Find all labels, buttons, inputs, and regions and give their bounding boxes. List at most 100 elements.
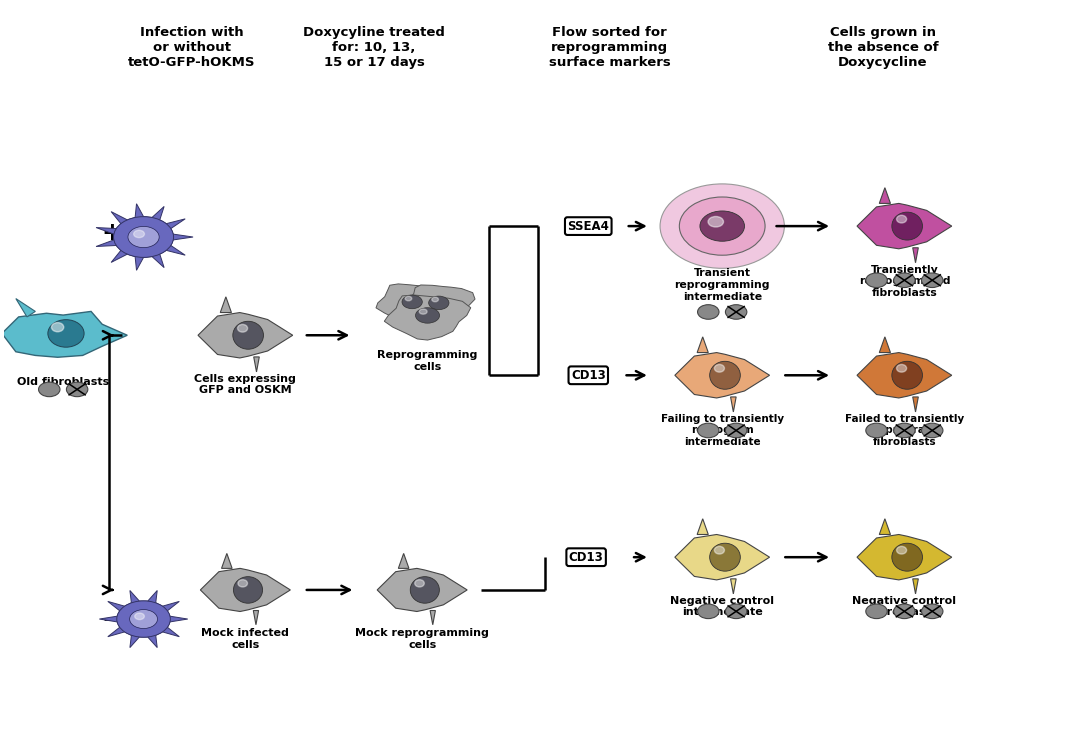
Ellipse shape xyxy=(233,322,264,349)
Polygon shape xyxy=(403,285,475,325)
Polygon shape xyxy=(858,353,951,398)
Circle shape xyxy=(866,604,888,619)
Circle shape xyxy=(113,216,174,258)
Ellipse shape xyxy=(892,361,922,389)
Circle shape xyxy=(893,604,915,619)
Polygon shape xyxy=(96,204,193,270)
Ellipse shape xyxy=(415,580,424,587)
Polygon shape xyxy=(730,397,737,412)
Polygon shape xyxy=(675,534,770,580)
Circle shape xyxy=(135,613,145,620)
Text: Mock reprogramming
cells: Mock reprogramming cells xyxy=(355,629,489,650)
Ellipse shape xyxy=(710,361,740,389)
Text: +: + xyxy=(100,222,122,245)
Ellipse shape xyxy=(402,295,422,308)
Text: Transient
reprogramming
intermediate: Transient reprogramming intermediate xyxy=(675,269,770,302)
Polygon shape xyxy=(858,203,951,249)
Text: Doxycyline treated
for: 10, 13,
15 or 17 days: Doxycyline treated for: 10, 13, 15 or 17… xyxy=(303,26,445,69)
Circle shape xyxy=(39,382,60,397)
Ellipse shape xyxy=(405,297,411,301)
Text: Failing to transiently
reprogram
intermediate: Failing to transiently reprogram interme… xyxy=(661,414,784,447)
Text: CD13: CD13 xyxy=(571,369,606,382)
Ellipse shape xyxy=(238,325,247,332)
Polygon shape xyxy=(730,578,737,594)
Text: Reprogramming
cells: Reprogramming cells xyxy=(377,350,477,372)
Polygon shape xyxy=(198,313,293,358)
Ellipse shape xyxy=(238,580,247,587)
Ellipse shape xyxy=(429,296,449,310)
Polygon shape xyxy=(697,337,708,353)
Circle shape xyxy=(708,216,724,227)
Polygon shape xyxy=(913,248,918,263)
Text: Infection with
or without
tetO-GFP-hOKMS: Infection with or without tetO-GFP-hOKMS xyxy=(129,26,256,69)
Polygon shape xyxy=(221,553,232,568)
Polygon shape xyxy=(879,519,890,534)
Polygon shape xyxy=(201,568,291,612)
Text: CD13: CD13 xyxy=(569,551,604,564)
Circle shape xyxy=(921,273,943,288)
Ellipse shape xyxy=(896,215,906,223)
Ellipse shape xyxy=(233,577,262,604)
Ellipse shape xyxy=(896,546,906,554)
Ellipse shape xyxy=(892,543,922,571)
Circle shape xyxy=(866,423,888,438)
Circle shape xyxy=(893,273,915,288)
Polygon shape xyxy=(697,519,708,534)
Ellipse shape xyxy=(714,546,725,554)
Text: Cells expressing
GFP and OSKM: Cells expressing GFP and OSKM xyxy=(194,374,296,395)
Polygon shape xyxy=(384,295,471,340)
Circle shape xyxy=(726,305,747,319)
Polygon shape xyxy=(254,357,259,372)
Circle shape xyxy=(921,604,943,619)
Polygon shape xyxy=(376,284,448,323)
Text: Cells grown in
the absence of
Doxycycline: Cells grown in the absence of Doxycyclin… xyxy=(827,26,939,69)
Polygon shape xyxy=(2,311,127,357)
Polygon shape xyxy=(220,297,231,313)
Ellipse shape xyxy=(710,543,740,571)
Text: Failed to transiently
reprogram
fibroblasts: Failed to transiently reprogram fibrobla… xyxy=(845,414,964,447)
Ellipse shape xyxy=(416,308,440,323)
Ellipse shape xyxy=(419,309,427,314)
Polygon shape xyxy=(99,590,188,648)
Circle shape xyxy=(130,609,158,629)
Polygon shape xyxy=(16,299,36,317)
Text: SSEA4: SSEA4 xyxy=(567,219,609,233)
Circle shape xyxy=(679,197,765,255)
Text: Flow sorted for
reprogramming
surface markers: Flow sorted for reprogramming surface ma… xyxy=(549,26,671,69)
Circle shape xyxy=(698,604,719,619)
Ellipse shape xyxy=(52,322,64,332)
Circle shape xyxy=(66,382,87,397)
Polygon shape xyxy=(399,553,409,568)
Polygon shape xyxy=(675,353,770,398)
Circle shape xyxy=(700,211,744,241)
Ellipse shape xyxy=(432,297,438,302)
Circle shape xyxy=(866,273,888,288)
Circle shape xyxy=(660,184,784,269)
Text: Old fibroblasts: Old fibroblasts xyxy=(17,377,109,387)
Circle shape xyxy=(698,423,719,438)
Polygon shape xyxy=(377,568,468,612)
Text: Negative control
fibroblasts: Negative control fibroblasts xyxy=(852,595,957,618)
Text: Negative control
intermediate: Negative control intermediate xyxy=(671,595,774,618)
Text: −: − xyxy=(100,607,122,631)
Polygon shape xyxy=(430,610,435,625)
Ellipse shape xyxy=(714,364,725,372)
Text: Transiently
reprogrammed
fibroblasts: Transiently reprogrammed fibroblasts xyxy=(859,264,950,298)
Polygon shape xyxy=(879,188,890,203)
Text: Mock infected
cells: Mock infected cells xyxy=(202,629,289,650)
Polygon shape xyxy=(858,534,951,580)
Circle shape xyxy=(117,601,171,637)
Ellipse shape xyxy=(892,212,922,240)
Circle shape xyxy=(726,423,747,438)
Circle shape xyxy=(921,423,943,438)
Polygon shape xyxy=(913,397,918,412)
Circle shape xyxy=(698,305,719,319)
Polygon shape xyxy=(254,610,258,625)
Circle shape xyxy=(127,227,159,247)
Circle shape xyxy=(134,230,145,238)
Polygon shape xyxy=(913,578,918,594)
Polygon shape xyxy=(879,337,890,353)
Circle shape xyxy=(893,423,915,438)
Ellipse shape xyxy=(410,577,440,604)
Ellipse shape xyxy=(896,364,906,372)
